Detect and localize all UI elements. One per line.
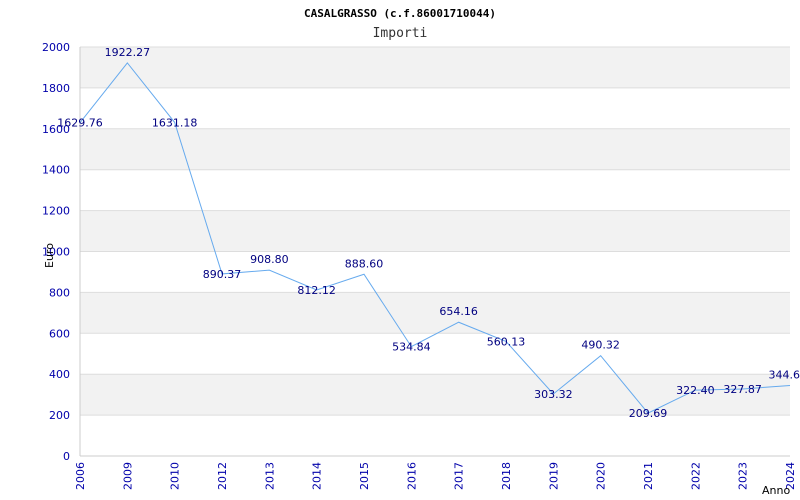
data-label: 654.16 xyxy=(439,305,478,318)
y-tick-label: 1400 xyxy=(42,164,70,177)
y-tick-label: 400 xyxy=(49,368,70,381)
data-label: 344.6 xyxy=(769,369,800,382)
x-tick-label: 2014 xyxy=(311,462,324,490)
y-axis-label: Euro xyxy=(43,243,56,268)
x-tick-label: 2013 xyxy=(263,462,276,490)
y-tick-label: 1000 xyxy=(42,246,70,259)
chart-title: CASALGRASSO (c.f.86001710044) xyxy=(304,7,496,20)
data-label: 812.12 xyxy=(297,284,336,297)
data-label: 1631.18 xyxy=(152,116,198,129)
grid-band xyxy=(80,47,790,88)
x-tick-label: 2022 xyxy=(689,462,702,490)
data-label: 560.13 xyxy=(487,335,526,348)
x-tick-label: 2020 xyxy=(595,462,608,490)
x-tick-label: 2019 xyxy=(547,462,560,490)
x-tick-label: 2018 xyxy=(500,462,513,490)
data-label: 327.87 xyxy=(723,383,762,396)
data-label: 908.80 xyxy=(250,253,289,266)
grid-band xyxy=(80,210,790,252)
y-tick-label: 1800 xyxy=(42,82,70,95)
data-label: 322.40 xyxy=(676,384,715,397)
x-tick-label: 2024 xyxy=(784,462,797,490)
grid-band xyxy=(80,374,790,416)
x-tick-label: 2021 xyxy=(642,462,655,490)
y-tick-labels: 0 200 400 600 800 1000 1200 1400 1600 1800 2000 xyxy=(42,41,70,463)
x-tick-label: 2015 xyxy=(358,462,371,490)
data-label: 888.60 xyxy=(345,257,384,270)
chart-subtitle: Importi xyxy=(373,26,428,41)
grid-band xyxy=(80,292,790,334)
data-label: 890.37 xyxy=(203,268,242,281)
data-label: 1629.76 xyxy=(57,117,103,130)
x-tick-label: 2017 xyxy=(453,462,466,490)
y-tick-label: 1600 xyxy=(42,123,70,136)
x-tick-label: 2010 xyxy=(169,462,182,490)
grid-bands xyxy=(80,47,790,416)
x-tick-label: 2023 xyxy=(737,462,750,490)
gridlines xyxy=(80,46,790,457)
x-axis-label: Anno xyxy=(762,484,790,497)
series-line xyxy=(79,62,791,414)
x-tick-label: 2006 xyxy=(74,462,87,490)
data-label: 534.84 xyxy=(392,341,431,354)
y-tick-label: 2000 xyxy=(42,41,70,54)
x-tick-labels: 2006 2009 2010 2012 2013 2014 2015 2016 2017 2018… xyxy=(74,462,797,490)
data-labels: 1629.76 1922.27 1631.18 890.37 908.80 812.12 8… xyxy=(57,46,800,420)
y-tick-label: 600 xyxy=(49,327,70,340)
y-tick-label: 800 xyxy=(49,286,70,299)
x-tick-label: 2009 xyxy=(121,462,134,490)
x-tick-label: 2016 xyxy=(405,462,418,490)
grid-band xyxy=(80,128,790,170)
data-label: 490.32 xyxy=(581,339,620,352)
y-tick-label: 0 xyxy=(63,450,70,463)
x-tick-label: 2012 xyxy=(216,462,229,490)
y-tick-label: 200 xyxy=(49,409,70,422)
y-tick-label: 1200 xyxy=(42,205,70,218)
data-label: 209.69 xyxy=(629,407,668,420)
data-label: 1922.27 xyxy=(105,46,151,59)
data-label: 303.32 xyxy=(534,388,573,401)
